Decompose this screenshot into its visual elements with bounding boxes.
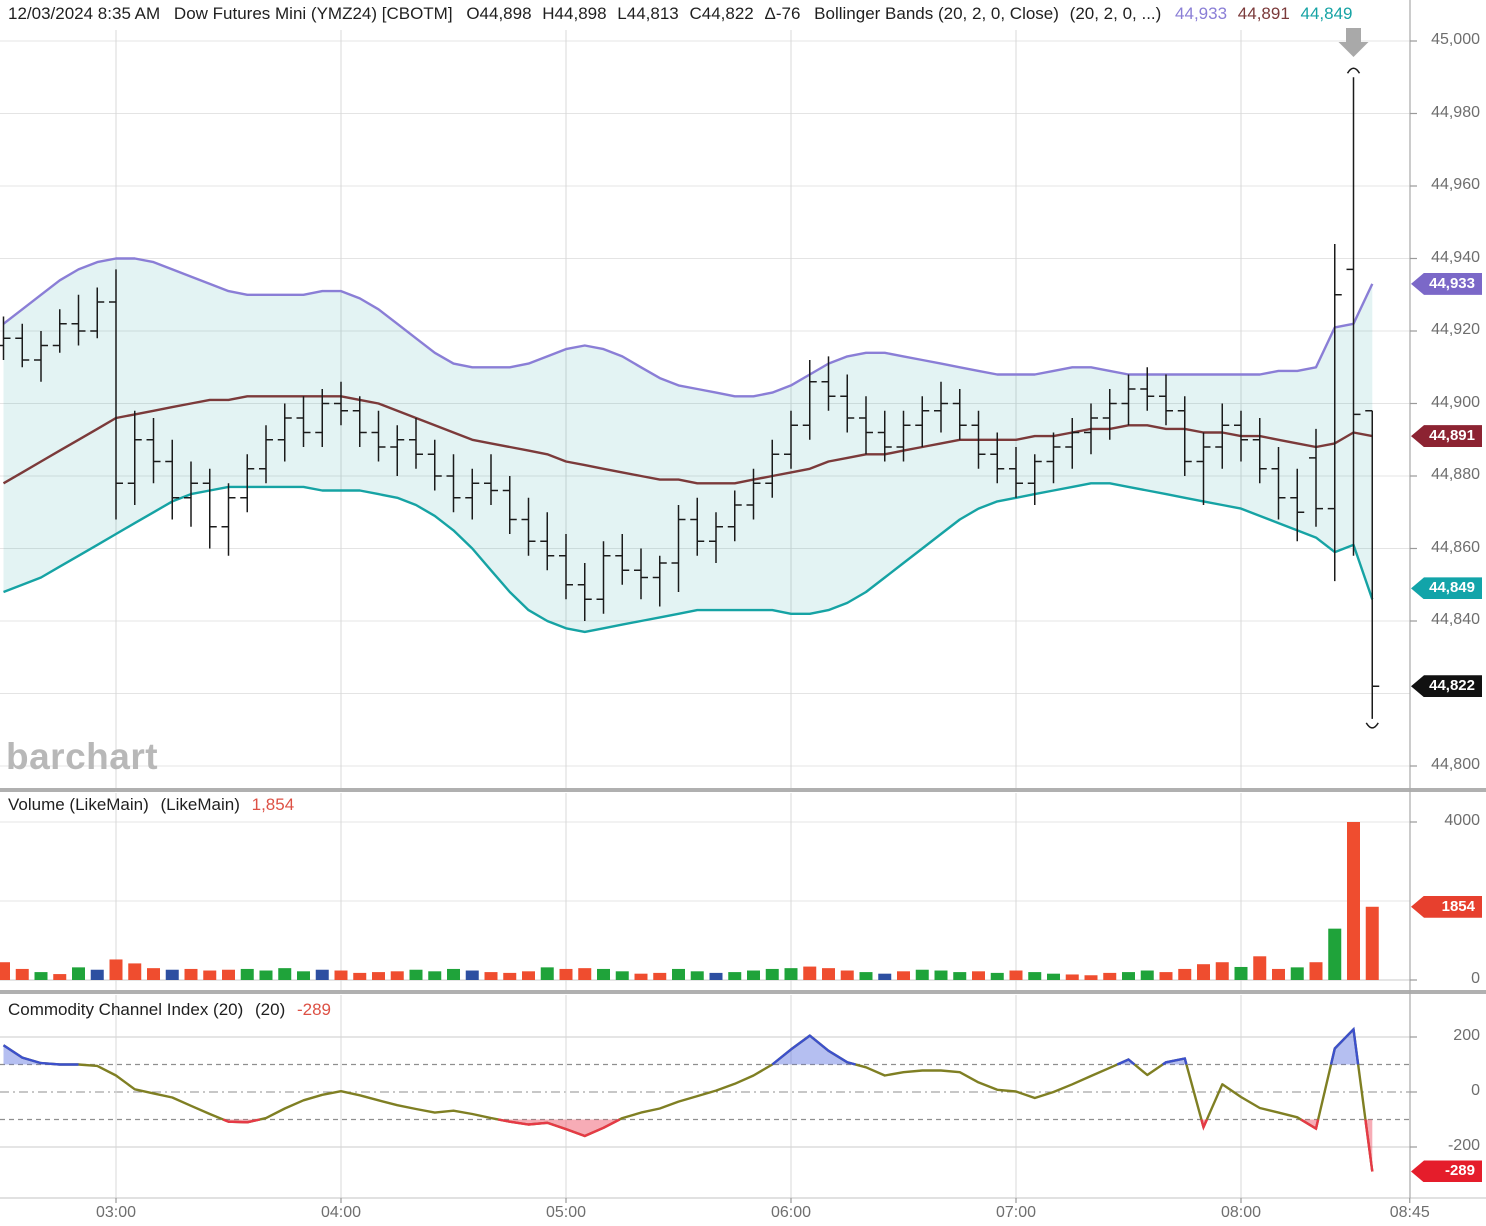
price-axis-label: 44,900 — [1431, 393, 1480, 411]
header-bb-middle-value: 44,891 — [1237, 4, 1290, 23]
price-axis-label: 44,960 — [1431, 176, 1480, 193]
header-indicator-params[interactable]: (20, 2, 0, ...) — [1069, 4, 1162, 23]
barchart-watermark: barchart — [6, 736, 159, 777]
header-close: C44,822 — [689, 4, 754, 23]
price-axis-label: 44,860 — [1431, 538, 1480, 556]
cci-panel-title: Commodity Channel Index (20) (20) -289 — [8, 1000, 338, 1020]
volume-axis-label: 4000 — [1444, 812, 1480, 829]
header-high: H44,898 — [542, 4, 607, 23]
time-axis-label: 07:00 — [995, 1204, 1037, 1221]
volume-current-value: 1,854 — [251, 795, 295, 814]
time-axis-label: 03:00 — [95, 1204, 137, 1221]
price-axis-label: 44,980 — [1431, 103, 1480, 121]
price-axis-label: 45,000 — [1431, 31, 1480, 48]
bb-lower-price-badge: 44,849 — [1411, 577, 1482, 600]
volume-title-label[interactable]: Volume (LikeMain) — [8, 795, 149, 814]
header-bb-lower-value: 44,849 — [1300, 4, 1353, 23]
chart-header: 12/03/2024 8:35 AM Dow Futures Mini (YMZ… — [8, 4, 1359, 24]
header-indicator-label[interactable]: Bollinger Bands (20, 2, 0, Close) — [814, 4, 1059, 23]
header-change: Δ-76 — [764, 4, 801, 23]
volume-axis-label: 0 — [1471, 970, 1480, 987]
cci-axis-label: 0 — [1471, 1082, 1480, 1099]
bb-middle-price-badge: 44,891 — [1411, 425, 1482, 448]
price-axis-label: 44,880 — [1431, 466, 1480, 483]
cci-value-badge: -289 — [1411, 1160, 1482, 1183]
volume-title-params[interactable]: (LikeMain) — [160, 795, 240, 814]
last-price-badge: 44,822 — [1411, 675, 1482, 698]
cci-current-value: -289 — [296, 1000, 332, 1019]
header-datetime: 12/03/2024 8:35 AM — [8, 4, 161, 23]
price-axis-label: 44,940 — [1431, 248, 1480, 266]
cci-axis-label: 200 — [1453, 1027, 1480, 1044]
bb-upper-price-badge: 44,933 — [1411, 272, 1482, 295]
cci-title-label[interactable]: Commodity Channel Index (20) — [8, 1000, 244, 1019]
header-bb-upper-value: 44,933 — [1175, 4, 1228, 23]
header-open: O44,898 — [466, 4, 532, 23]
time-axis-label: 04:00 — [320, 1204, 362, 1221]
cci-axis-label: -200 — [1447, 1137, 1480, 1154]
time-axis-label: 05:00 — [545, 1204, 587, 1221]
volume-panel-title: Volume (LikeMain) (LikeMain) 1,854 — [8, 795, 301, 815]
cci-title-params[interactable]: (20) — [255, 1000, 286, 1019]
time-axis-label: 06:00 — [770, 1204, 812, 1221]
time-axis-label: 08:45 — [1389, 1204, 1430, 1221]
price-axis-label: 44,800 — [1431, 756, 1480, 773]
price-axis-label: 44,840 — [1431, 611, 1480, 628]
header-low: L44,813 — [617, 4, 679, 23]
price-axis-label: 44,920 — [1431, 321, 1480, 338]
header-symbol: Dow Futures Mini (YMZ24) [CBOTM] — [173, 4, 453, 23]
volume-value-badge: 1854 — [1411, 895, 1482, 918]
time-axis-label: 08:00 — [1220, 1204, 1262, 1221]
